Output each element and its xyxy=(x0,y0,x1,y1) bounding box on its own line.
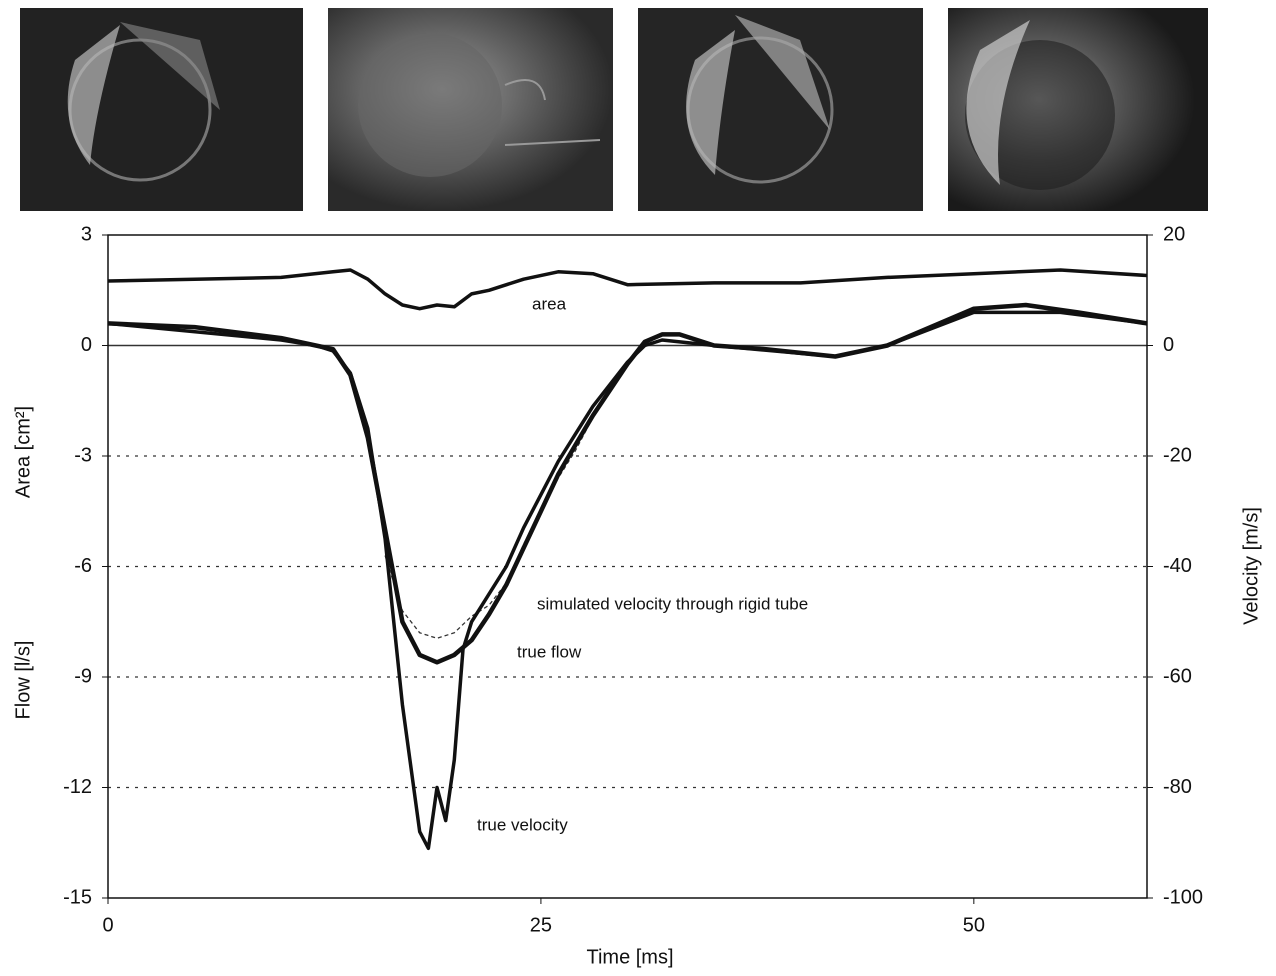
y-tick-label: 0 xyxy=(81,334,92,356)
series-label: area xyxy=(532,294,567,313)
y2-tick-label: -100 xyxy=(1163,886,1203,908)
x-tick-label: 50 xyxy=(963,914,985,936)
photo-detail xyxy=(966,20,1030,185)
y-axis-label: Area [cm²] xyxy=(12,406,34,498)
series-label: true velocity xyxy=(477,815,568,834)
photo-detail xyxy=(686,30,735,175)
y2-tick-label: 0 xyxy=(1163,334,1174,356)
y-tick-label: -6 xyxy=(74,555,92,577)
y-tick-label: -3 xyxy=(74,444,92,466)
y-tick-label: -15 xyxy=(63,886,92,908)
photo-detail xyxy=(735,15,830,130)
series-label: true flow xyxy=(517,642,582,661)
photo-detail xyxy=(504,79,601,146)
y-tick-label: -12 xyxy=(63,776,92,798)
y2-tick-label: -60 xyxy=(1163,665,1192,687)
x-tick-label: 25 xyxy=(530,914,552,936)
y2-tick-label: 20 xyxy=(1163,223,1185,245)
y2-tick-label: -40 xyxy=(1163,555,1192,577)
y2-axis-label: Velocity [m/s] xyxy=(1240,507,1262,625)
y-tick-label: -9 xyxy=(74,665,92,687)
series-line xyxy=(384,361,629,639)
photo-detail xyxy=(120,22,220,110)
y-tick-label: 3 xyxy=(81,223,92,245)
photo-detail xyxy=(67,25,120,165)
series-line xyxy=(107,310,1148,851)
plot-frame xyxy=(107,234,1148,899)
photos xyxy=(20,8,1208,211)
y2-tick-label: -80 xyxy=(1163,776,1192,798)
x-axis-label: Time [ms] xyxy=(586,946,673,968)
photo-detail xyxy=(358,33,502,177)
series-label: simulated velocity through rigid tube xyxy=(537,594,808,613)
y-axis-label: Flow [l/s] xyxy=(12,641,34,720)
x-tick-label: 0 xyxy=(102,914,113,936)
series-line xyxy=(107,268,1148,311)
y2-tick-label: -20 xyxy=(1163,444,1192,466)
